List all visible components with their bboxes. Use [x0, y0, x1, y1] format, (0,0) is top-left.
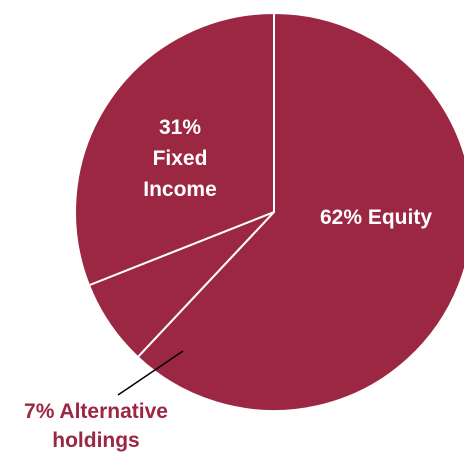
- leader-line-alternative-holdings: [117, 350, 184, 396]
- slice-label-fixed-income-line: Fixed: [153, 147, 208, 170]
- slice-label-fixed-income: 31% Fixed Income: [143, 116, 217, 201]
- pie-slice-fixed-income: [74, 12, 275, 287]
- slice-label-alternative-holdings-line: holdings: [52, 429, 140, 452]
- slice-label-equity: 62% Equity: [320, 206, 432, 229]
- slice-label-fixed-income-line: Income: [143, 178, 217, 201]
- slice-label-fixed-income-line: 31%: [159, 116, 201, 139]
- slice-label-alternative-holdings: 7% Alternative holdings: [24, 400, 168, 452]
- slice-label-alternative-holdings-line: 7% Alternative: [24, 400, 168, 423]
- pie-slice-equity: [136, 12, 464, 412]
